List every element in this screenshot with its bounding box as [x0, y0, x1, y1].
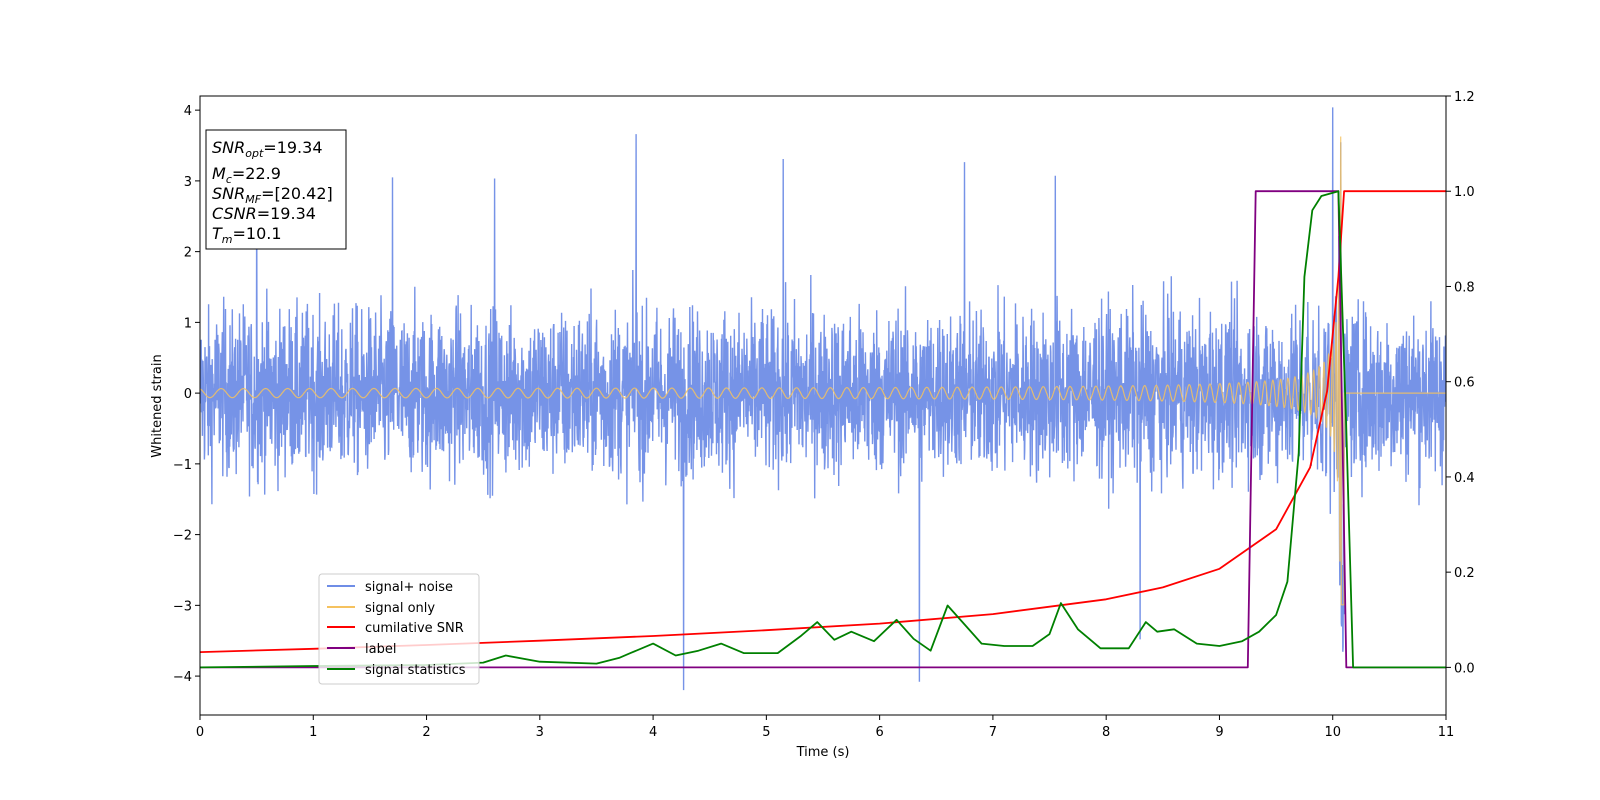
y-right-tick-label: 0.8: [1454, 280, 1475, 295]
y-left-tick-label: 0: [184, 387, 192, 402]
x-tick-label: 11: [1438, 725, 1455, 740]
series-signal-noise: [200, 107, 1446, 691]
annot-3-base: CSNR: [212, 204, 257, 223]
y-left-tick-label: 4: [184, 104, 192, 119]
annot-0-value: =19.34: [263, 138, 322, 157]
annot-0-sub: opt: [245, 147, 264, 160]
legend-label-cumulative-snr: cumilative SNR: [365, 621, 464, 636]
annot-4-sub: m: [222, 233, 233, 246]
legend-label-signal-noise: signal+ noise: [365, 580, 453, 595]
annotation-box: SNRopt=19.34 Mc=22.9 SNRMF=[20.42] CSNR=…: [205, 129, 347, 250]
annot-3-value: =19.34: [257, 204, 316, 223]
series-signal-statistics: [200, 190, 1446, 669]
y-right-tick-label: 0.6: [1454, 376, 1475, 391]
x-tick-label: 5: [762, 725, 770, 740]
x-tick-label: 2: [422, 725, 430, 740]
y-right-tick-label: 0.0: [1454, 661, 1475, 676]
y-right-tick-label: 1.0: [1454, 185, 1475, 200]
x-tick-label: 9: [1215, 725, 1223, 740]
x-tick-label: 10: [1324, 725, 1341, 740]
x-tick-label: 1: [309, 725, 317, 740]
annot-4-base: T: [212, 224, 223, 243]
y-right-tick-label: 0.4: [1454, 471, 1475, 486]
plot-area: [200, 107, 1446, 691]
x-tick-label: 8: [1102, 725, 1110, 740]
annot-1-value: =22.9: [232, 164, 281, 183]
y-left-tick-label: −1: [173, 458, 192, 473]
y-axis-left: 4 3 2 1 0 −1 −2 −3 −4: [173, 104, 200, 685]
x-axis: 0 1 2 3 4 5 6 7 8 9 10 11: [196, 715, 1454, 740]
y-right-tick-label: 0.2: [1454, 566, 1475, 581]
svg-text:CSNR=19.34: CSNR=19.34: [212, 204, 316, 223]
y-axis-right: 1.2 1.0 0.8 0.6 0.4 0.2 0.0: [1446, 90, 1475, 676]
y-left-tick-label: −3: [173, 599, 192, 614]
annot-2-sub: MF: [245, 193, 261, 206]
y-left-tick-label: 2: [184, 246, 192, 261]
legend-label-signal-statistics: signal statistics: [365, 663, 466, 678]
y-right-tick-label: 1.2: [1454, 90, 1475, 105]
x-tick-label: 4: [649, 725, 657, 740]
y-left-tick-label: 1: [184, 316, 192, 331]
x-axis-label: Time (s): [796, 745, 850, 760]
y-axis-label: Whitened strain: [150, 354, 165, 457]
series-signal-only: [200, 136, 1446, 606]
x-tick-label: 3: [536, 725, 544, 740]
legend-label-signal-only: signal only: [365, 601, 435, 616]
annot-4-value: =10.1: [233, 224, 282, 243]
svg-text:SNRMF=[20.42]: SNRMF=[20.42]: [212, 184, 333, 206]
annot-2-base: SNR: [212, 184, 245, 203]
legend: signal+ noise signal only cumilative SNR…: [318, 573, 480, 685]
y-left-tick-label: −2: [173, 529, 192, 544]
annot-1-base: M: [212, 164, 226, 183]
svg-text:Mc=22.9: Mc=22.9: [212, 164, 281, 186]
y-left-tick-label: −4: [173, 670, 192, 685]
y-left-tick-label: 3: [184, 175, 192, 190]
annot-1-sub: c: [226, 173, 232, 186]
annot-2-value: =[20.42]: [261, 184, 333, 203]
svg-text:Tm=10.1: Tm=10.1: [212, 224, 282, 246]
x-tick-label: 6: [875, 725, 883, 740]
annot-0-base: SNR: [212, 138, 245, 157]
svg-text:SNRopt=19.34: SNRopt=19.34: [212, 138, 323, 160]
x-tick-label: 0: [196, 725, 204, 740]
x-tick-label: 7: [989, 725, 997, 740]
plot-frame: [199, 95, 1447, 716]
series-cumulative-snr: [200, 190, 1446, 653]
legend-label-label: label: [365, 642, 396, 657]
